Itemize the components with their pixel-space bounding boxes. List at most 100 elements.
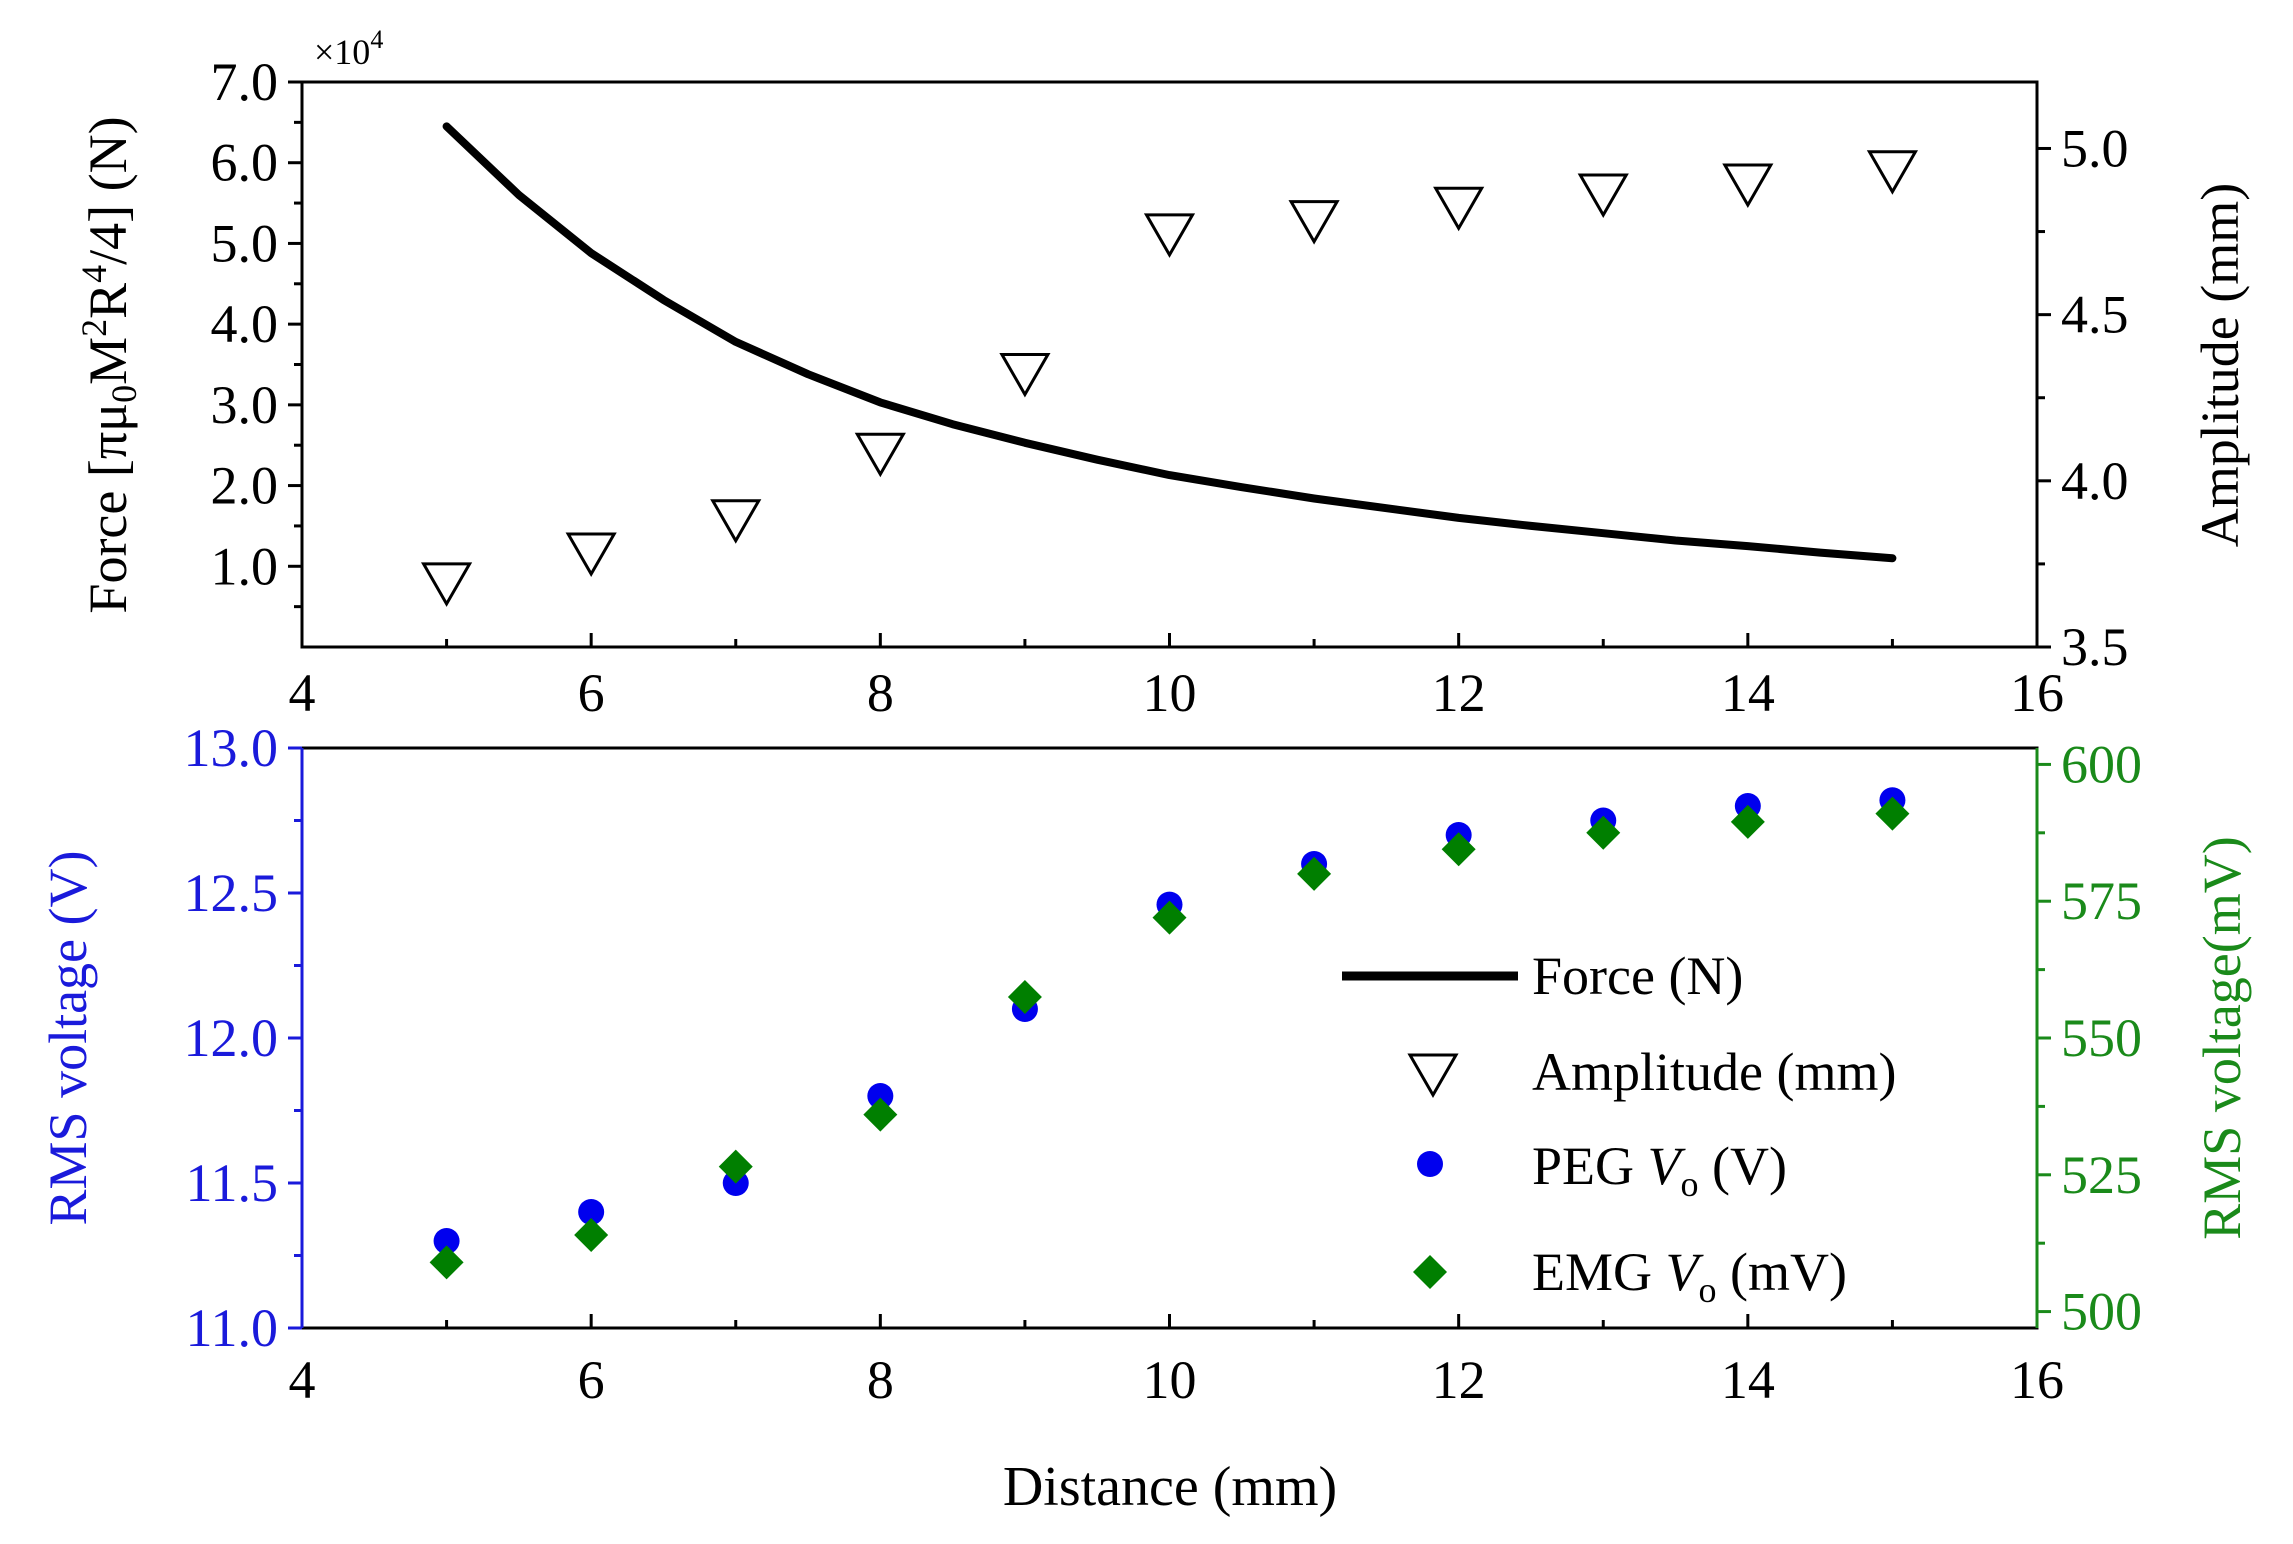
bottom-right-y-tick-label: 600 bbox=[2061, 734, 2142, 794]
peg-point bbox=[433, 1228, 460, 1254]
top-x-tick-label: 14 bbox=[1721, 663, 1775, 723]
legend-force-label: Force (N) bbox=[1532, 946, 1743, 1006]
top-left-y-tick-label: 6.0 bbox=[211, 133, 279, 193]
legend-emg-var: V bbox=[1666, 1242, 1705, 1302]
bottom-x-tick-label: 4 bbox=[289, 1350, 316, 1410]
bottom-left-y-tick-label: 11.5 bbox=[186, 1153, 279, 1213]
top-x-tick-label: 8 bbox=[867, 663, 894, 723]
legend-amplitude-marker bbox=[1407, 1053, 1459, 1099]
bottom-series bbox=[429, 787, 1910, 1280]
amplitude-point bbox=[854, 432, 906, 478]
top-plot-frame bbox=[300, 80, 2039, 649]
bottom-right-y-tick-label: 500 bbox=[2061, 1282, 2142, 1342]
bottom-x-tick-label: 8 bbox=[867, 1350, 894, 1410]
top-left-y-tick-label: 1.0 bbox=[211, 536, 279, 596]
top-right-y-tick-label: 3.5 bbox=[2061, 617, 2129, 677]
ylabel-post: /4] (N) bbox=[78, 116, 138, 264]
peg-point bbox=[578, 1199, 605, 1225]
bottom-left-y-ticks: 11.0 11.5 12.0 12.5 13.0 bbox=[184, 718, 304, 1358]
legend-emg-sub: o bbox=[1699, 1270, 1717, 1310]
top-right-y-tick-label: 5.0 bbox=[2061, 118, 2129, 178]
top-right-y-tick-label: 4.0 bbox=[2061, 451, 2129, 511]
emg-point bbox=[429, 1245, 464, 1280]
ylabel-sub1: 0 bbox=[104, 385, 144, 403]
legend-peg-label: PEG Vo (V) bbox=[1532, 1136, 1787, 1204]
legend: Force (N) Amplitude (mm) PEG Vo (V) EMG … bbox=[1342, 946, 1896, 1310]
top-left-y-tick-label: 2.0 bbox=[211, 456, 279, 516]
bottom-right-y-tick-label: 550 bbox=[2061, 1008, 2142, 1068]
ylabel-pre: Force [πμ bbox=[78, 403, 138, 614]
bottom-left-y-label: RMS voltage (V) bbox=[38, 851, 98, 1226]
top-right-y-tick-label: 4.5 bbox=[2061, 285, 2129, 345]
top-x-tick-label: 10 bbox=[1143, 663, 1197, 723]
bottom-left-y-tick-label: 12.0 bbox=[184, 1008, 279, 1068]
top-left-y-ticks: 1.0 2.0 3.0 4.0 5.0 6.0 7.0 bbox=[211, 52, 302, 609]
top-x-tick-label: 16 bbox=[2010, 663, 2064, 723]
exponent-label: ×104 bbox=[314, 25, 383, 72]
emg-point bbox=[1152, 900, 1187, 935]
amplitude-point bbox=[1288, 200, 1340, 245]
top-x-ticks: 4 6 8 10 12 14 16 bbox=[289, 633, 2064, 723]
amplitude-point bbox=[1143, 213, 1196, 258]
top-left-y-tick-label: 7.0 bbox=[211, 52, 279, 112]
emg-point bbox=[574, 1217, 609, 1252]
top-x-tick-label: 4 bbox=[289, 663, 316, 723]
x-axis-label: Distance (mm) bbox=[1003, 1456, 1337, 1518]
bottom-plot-frame bbox=[300, 746, 2039, 1330]
legend-peg-pre: PEG bbox=[1532, 1136, 1648, 1196]
exponent-power: 4 bbox=[370, 25, 383, 54]
bottom-x-tick-label: 16 bbox=[2010, 1350, 2064, 1410]
top-x-tick-label: 12 bbox=[1432, 663, 1486, 723]
emg-point bbox=[1007, 979, 1042, 1014]
emg-point bbox=[718, 1149, 753, 1184]
force-curve bbox=[442, 122, 1897, 563]
bottom-right-y-tick-label: 575 bbox=[2061, 871, 2142, 931]
bottom-x-tick-label: 14 bbox=[1721, 1350, 1775, 1410]
top-panel: 4 6 8 10 12 14 16 1.0 2.0 3.0 4.0 5.0 6.0 7.0 3.5 4.0… bbox=[74, 25, 2250, 723]
amplitude-point bbox=[1866, 150, 1919, 195]
emg-point bbox=[1441, 832, 1476, 867]
top-left-y-label: Force [πμ0M2R4/4] (N) bbox=[74, 116, 144, 613]
top-right-y-label: Amplitude (mm) bbox=[2190, 183, 2250, 547]
bottom-x-tick-label: 10 bbox=[1143, 1350, 1197, 1410]
legend-emg-marker bbox=[1413, 1255, 1447, 1289]
peg-point bbox=[867, 1083, 894, 1109]
top-x-tick-label: 6 bbox=[578, 663, 605, 723]
amplitude-point bbox=[420, 562, 473, 607]
bottom-panel: 4 6 8 10 12 14 16 11.011.512.012.513.0 5005255… bbox=[38, 718, 2252, 1518]
legend-amplitude-label: Amplitude (mm) bbox=[1532, 1042, 1896, 1102]
top-left-y-tick-label: 3.0 bbox=[211, 375, 279, 435]
legend-peg-sub: o bbox=[1681, 1164, 1699, 1204]
legend-emg-pre: EMG bbox=[1532, 1242, 1666, 1302]
legend-peg-marker bbox=[1417, 1151, 1443, 1177]
bottom-right-y-ticks: 500 525 550 575 600 bbox=[2035, 734, 2142, 1342]
exponent-base: ×10 bbox=[314, 32, 370, 72]
amplitude-point bbox=[710, 499, 762, 544]
amplitude-point bbox=[565, 532, 617, 577]
amplitude-point bbox=[1433, 186, 1485, 232]
top-right-y-ticks: 3.5 4.0 4.5 5.0 bbox=[2037, 118, 2129, 677]
amplitude-point bbox=[999, 352, 1051, 398]
bottom-x-ticks: 4 6 8 10 12 14 16 bbox=[289, 1314, 2064, 1410]
ylabel-mid2: R bbox=[78, 283, 138, 319]
bottom-left-y-tick-label: 13.0 bbox=[184, 718, 279, 778]
top-series bbox=[420, 122, 1919, 607]
emg-point bbox=[1875, 796, 1910, 831]
legend-emg-label: EMG Vo (mV) bbox=[1532, 1242, 1847, 1310]
amplitude-point bbox=[1722, 163, 1774, 209]
bottom-x-tick-label: 6 bbox=[578, 1350, 605, 1410]
bottom-x-tick-label: 12 bbox=[1432, 1350, 1486, 1410]
bottom-right-y-label: RMS voltage(mV) bbox=[2192, 836, 2252, 1239]
emg-point bbox=[863, 1097, 898, 1132]
legend-peg-post: (V) bbox=[1699, 1136, 1787, 1196]
emg-point bbox=[1730, 804, 1765, 839]
bottom-right-y-tick-label: 525 bbox=[2061, 1145, 2142, 1205]
ylabel-sup1: 2 bbox=[74, 319, 114, 337]
top-left-y-tick-label: 4.0 bbox=[211, 294, 279, 354]
bottom-left-y-tick-label: 12.5 bbox=[184, 863, 279, 923]
legend-emg-post: (mV) bbox=[1717, 1242, 1847, 1302]
top-left-y-tick-label: 5.0 bbox=[211, 213, 279, 273]
emg-point bbox=[1297, 856, 1332, 891]
legend-peg-var: V bbox=[1648, 1136, 1687, 1196]
